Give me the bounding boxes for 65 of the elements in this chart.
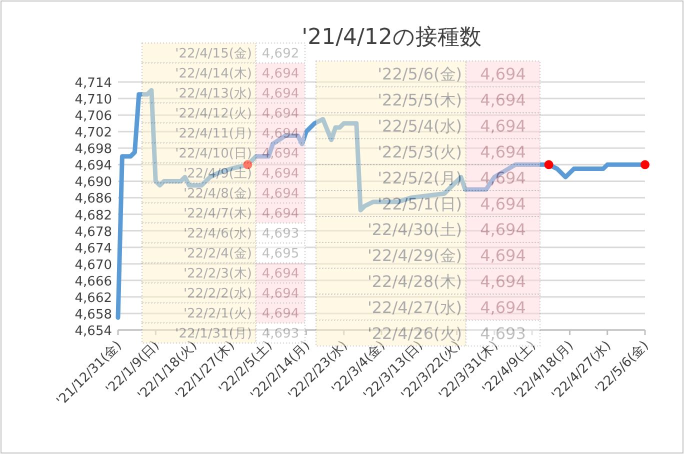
y-tick-label: 4,710: [74, 92, 112, 108]
category-label: '22/4/8(金): [183, 186, 252, 202]
y-tick-label: 4,690: [74, 175, 112, 190]
chart-title: '21/4/12の接種数: [302, 25, 482, 50]
text: 4,694: [480, 90, 526, 110]
y-tick-label: 4,658: [74, 307, 112, 322]
category-label: '22/5/1(日): [378, 194, 462, 214]
category-label: '22/5/4(水): [378, 116, 462, 136]
category-label: '22/4/14(木): [175, 66, 252, 82]
category-label: '22/2/3(木): [183, 266, 252, 282]
category-label: '22/4/28(木): [367, 272, 462, 291]
y-tick-label: 4,678: [74, 224, 112, 240]
text: 4,694: [262, 306, 300, 322]
category-label: '22/4/27(水): [367, 298, 462, 317]
category-label: '22/4/26(火): [367, 324, 462, 343]
text: 4,693: [262, 226, 300, 242]
y-tick-label: 4,674: [74, 241, 112, 256]
text: 4,694: [262, 266, 300, 282]
category-label: '22/4/29(金): [367, 246, 462, 266]
y-tick-label: 4,654: [74, 324, 112, 339]
text: 4,694: [480, 246, 526, 266]
y-tick-label: 4,686: [74, 192, 112, 207]
category-label: '22/4/12(火): [175, 106, 252, 122]
category-label: '22/2/4(金): [183, 246, 252, 262]
text: 4,694: [262, 166, 300, 182]
text: 4,694: [480, 298, 526, 317]
y-tick-label: 4,694: [74, 158, 112, 174]
category-label: '22/4/7(木): [183, 206, 252, 222]
y-tick-label: 4,702: [74, 126, 112, 141]
text: 4,694: [262, 186, 300, 202]
y-tick-label: 4,682: [74, 208, 112, 224]
text: 4,694: [480, 64, 526, 84]
text: 4,694: [262, 206, 300, 222]
text: 4,693: [480, 324, 526, 343]
y-tick-label: 4,666: [74, 274, 112, 290]
category-label: '22/2/1(火): [183, 306, 252, 322]
text: 4,694: [480, 194, 526, 214]
category-label: '22/5/5(木): [378, 90, 462, 110]
y-tick-label: 4,698: [74, 142, 112, 158]
text: 4,694: [262, 86, 300, 102]
category-label: '22/5/3(火): [378, 142, 462, 162]
text: 4,692: [262, 46, 300, 62]
text: 4,694: [262, 126, 300, 142]
text: 4,694: [262, 66, 300, 82]
category-label: '22/4/11(月): [175, 126, 252, 142]
y-tick-label: 4,706: [74, 109, 112, 124]
category-label: '22/4/6(水): [183, 226, 252, 242]
y-tick-label: 4,670: [74, 258, 112, 273]
category-label: '22/4/15(金): [175, 46, 252, 62]
category-label: '22/1/31(月): [175, 326, 252, 342]
text: 4,695: [262, 246, 300, 262]
text: 4,694: [262, 286, 300, 302]
text: 4,694: [480, 272, 526, 291]
text: 4,694: [480, 220, 526, 240]
category-label: '22/4/13(水): [175, 86, 252, 102]
category-label: '22/5/6(金): [378, 64, 462, 84]
text: 4,694: [480, 142, 526, 162]
y-tick-label: 4,714: [74, 76, 112, 91]
text: 4,693: [262, 326, 300, 342]
category-label: '22/4/10(日): [175, 146, 252, 162]
category-label: '22/4/30(土): [367, 220, 462, 240]
text: 4,694: [262, 106, 300, 122]
text: 4,694: [480, 116, 526, 136]
y-tick-label: 4,662: [74, 290, 112, 306]
category-label: '22/2/2(水): [183, 286, 252, 302]
